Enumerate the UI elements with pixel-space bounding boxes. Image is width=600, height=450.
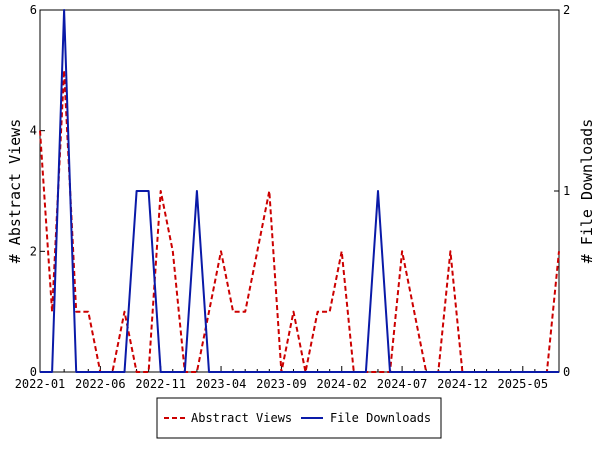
legend: Abstract Views File Downloads [156, 397, 442, 439]
x-tick-label: 2024-07 [377, 377, 428, 391]
y-left-tick-label: 2 [30, 244, 37, 258]
x-tick-label: 2022-11 [135, 377, 186, 391]
x-tick-label: 2022-01 [15, 377, 66, 391]
y-right-tick-label: 0 [563, 365, 570, 379]
x-tick-label: 2023-09 [256, 377, 307, 391]
x-tick-label: 2023-04 [196, 377, 247, 391]
x-tick-label: 2024-02 [316, 377, 367, 391]
y-left-tick-label: 0 [30, 365, 37, 379]
y-axis-right-title: # File Downloads [578, 119, 596, 264]
legend-label-file-downloads: File Downloads [330, 411, 431, 425]
series-layer [39, 9, 560, 373]
y-right-tick-label: 2 [563, 3, 570, 17]
y-right-tick-label: 1 [563, 184, 570, 198]
x-tick-label: 2025-05 [498, 377, 549, 391]
y-axis-left-title: # Abstract Views [6, 119, 24, 264]
y-left-tick-label: 6 [30, 3, 37, 17]
plot-area [39, 9, 560, 373]
x-tick-label: 2022-06 [75, 377, 126, 391]
series-line-file-downloads [40, 9, 559, 373]
x-tick-label: 2024-12 [437, 377, 488, 391]
legend-label-abstract-views: Abstract Views [191, 411, 292, 425]
y-left-tick-label: 4 [30, 124, 37, 138]
legend-box [156, 397, 442, 439]
